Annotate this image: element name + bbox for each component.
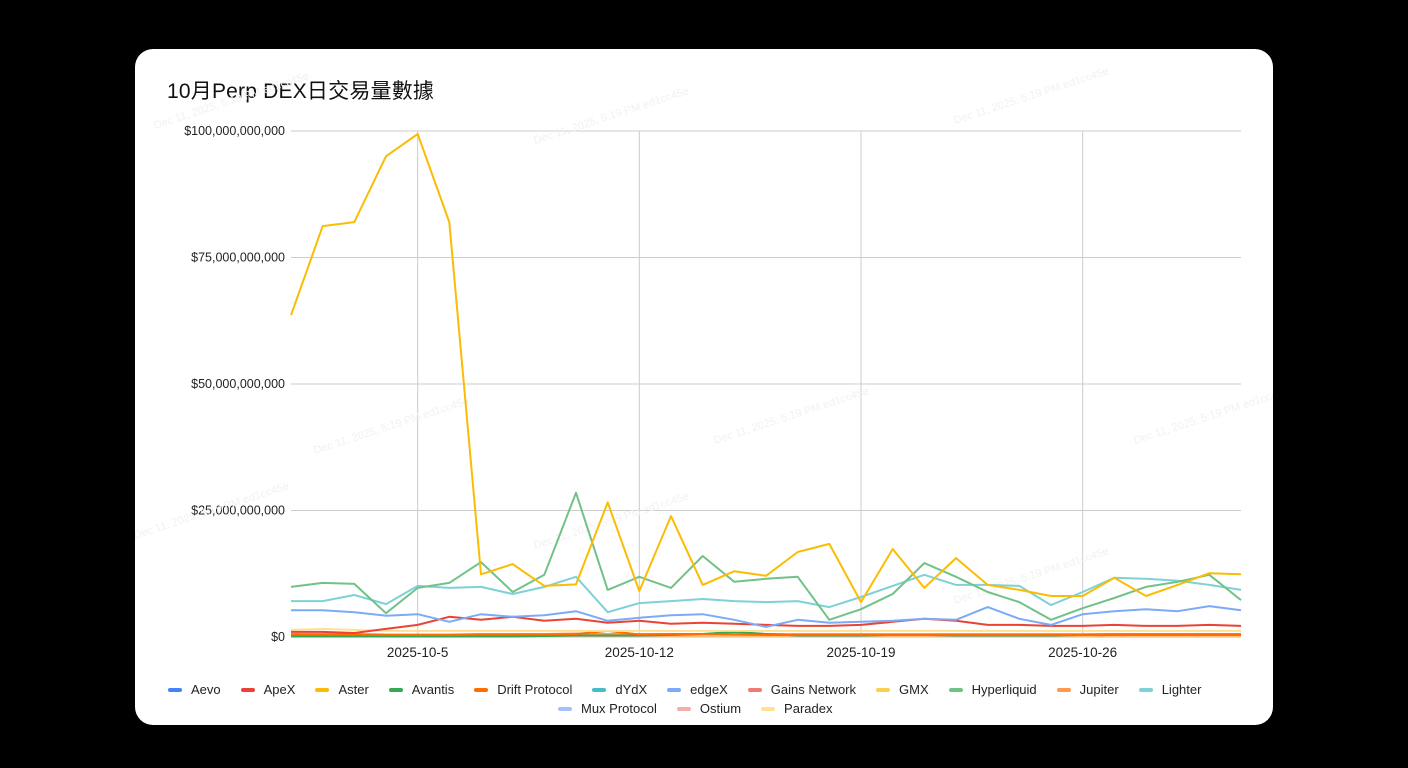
chart-title: 10月Perp DEX日交易量數據 [167,80,435,103]
legend-swatch-icon [1138,687,1153,692]
legend-label: Mux Protocol [581,701,657,716]
legend-swatch-icon [747,687,762,692]
line-chart: $0 $25,000,000,000 $50,000,000,000 $75,000,… [135,65,1273,660]
legend-swatch-icon [240,687,255,692]
legend-label: Drift Protocol [497,682,573,697]
watermark: Dec 11, 2025, 5:19 PM ed1cc45e [952,65,1110,127]
legend-label: Gains Network [770,682,856,697]
legend-item-lighter[interactable]: Lighter [1138,682,1202,697]
legend-label: GMX [899,682,929,697]
legend-item-edgex[interactable]: edgeX [667,682,728,697]
legend-swatch-icon [876,687,890,692]
legend-label: ApeX [263,682,296,697]
watermark: Dec 11, 2025, 5:19 PM ed1cc45e [532,85,690,147]
x-tick-label: 2025-10-26 [1048,645,1117,660]
legend-item-dydx[interactable]: dYdX [592,682,647,697]
legend-item-aevo[interactable]: Aevo [168,682,221,697]
legend-label: Lighter [1161,682,1202,697]
legend-row-1: Aevo ApeX Aster Avantis Drift Protocol dYdX ed… [135,680,1273,699]
series-line-aster[interactable] [290,133,1242,604]
legend-label: Hyperliquid [971,682,1037,697]
y-tick-label: $50,000,000,000 [191,377,285,391]
legend-swatch-icon [592,687,607,692]
y-tick-label: $0 [271,630,285,644]
chart-card: 10月Perp DEX日交易量數據 $0 $25,000,000,000 $50,0… [135,49,1273,725]
legend-swatch-icon [667,687,682,692]
legend-item-jupiter[interactable]: Jupiter [1056,682,1119,697]
legend-item-gains-network[interactable]: Gains Network [747,682,856,697]
legend-item-avantis[interactable]: Avantis [388,682,455,697]
legend-label: Aster [338,682,369,697]
series-line-paradex[interactable] [290,627,1241,632]
legend-item-mux-protocol[interactable]: Mux Protocol [558,701,657,716]
legend-label: dYdX [615,682,648,697]
legend-swatch-icon [388,687,403,692]
legend-item-hyperliquid[interactable]: Hyperliquid [948,682,1037,697]
legend-item-apex[interactable]: ApeX [240,682,296,697]
legend-item-ostium[interactable]: Ostium [676,701,742,716]
y-tick-label: $100,000,000,000 [184,124,285,138]
legend-label: Ostium [699,701,742,716]
watermark: Dec 11, 2025, 5:19 PM ed1cc45e [312,395,470,457]
y-tick-label: $25,000,000,000 [191,504,285,518]
series-line-edgex[interactable] [291,605,1242,628]
legend-row-2: Mux Protocol Ostium Paradex [135,699,1273,718]
legend-swatch-icon [168,687,182,692]
legend-swatch-icon [761,706,776,711]
legend-item-gmx[interactable]: GMX [876,682,929,697]
legend-swatch-icon [558,706,572,711]
series-line-hyperliquid[interactable] [290,491,1242,621]
legend-label: Aevo [191,682,221,697]
legend-item-aster[interactable]: Aster [315,682,369,697]
chart-legend: Aevo ApeX Aster Avantis Drift Protocol dYdX ed… [135,680,1273,718]
watermark: Dec 11, 2025, 5:19 PM ed1cc45e [712,385,870,447]
y-tick-label: $75,000,000,000 [191,251,285,265]
legend-swatch-icon [676,706,691,711]
series-line-lighter[interactable] [291,573,1242,614]
legend-item-paradex[interactable]: Paradex [761,701,832,716]
legend-label: Paradex [784,701,833,716]
series-line-apex[interactable] [291,615,1242,634]
watermark: Dec 11, 2025, 5:19 PM ed1cc45e [1132,385,1273,447]
legend-label: edgeX [690,682,728,697]
series-line-drift-protocol[interactable] [291,629,1241,636]
x-tick-label: 2025-10-12 [605,645,674,660]
legend-swatch-icon [474,687,489,692]
legend-label: Jupiter [1079,682,1119,697]
legend-swatch-icon [1056,687,1071,692]
x-tick-label: 2025-10-5 [387,645,449,660]
legend-swatch-icon [948,687,963,692]
watermark: Dec 11, 2025, 5:19 PM ed1cc45e [152,70,310,132]
legend-item-drift-protocol[interactable]: Drift Protocol [474,682,572,697]
legend-label: Avantis [411,682,455,697]
x-tick-label: 2025-10-19 [826,645,895,660]
legend-swatch-icon [315,687,330,692]
